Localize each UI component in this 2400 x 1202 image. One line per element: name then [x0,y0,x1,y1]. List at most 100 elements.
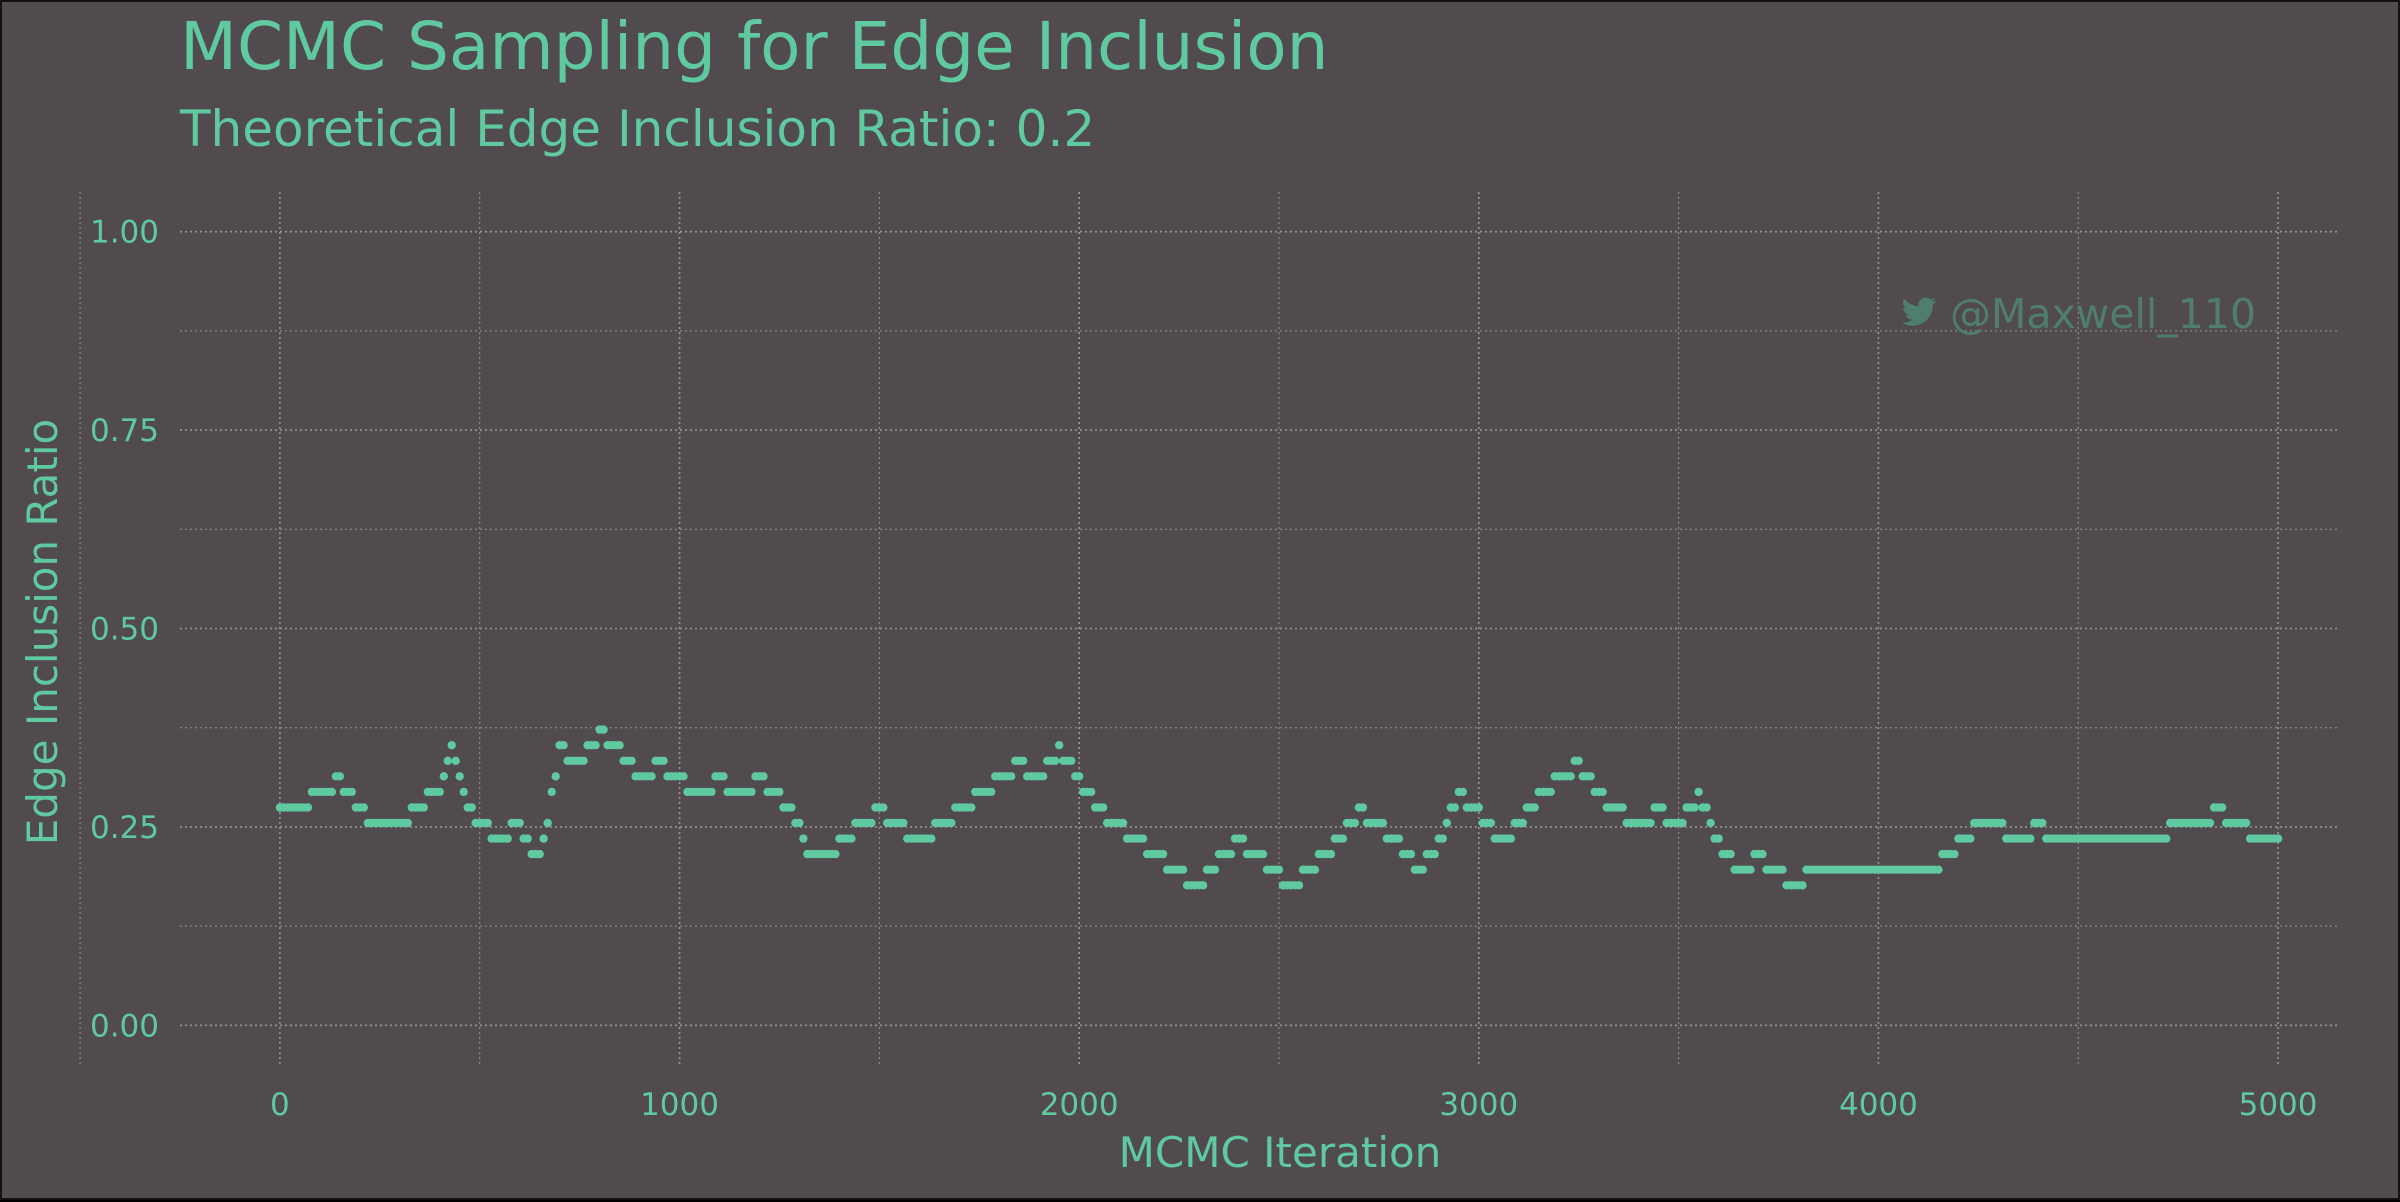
data-point [1746,865,1755,874]
data-point [799,834,808,843]
y-tick-label: 0.25 [90,810,159,846]
data-point [515,818,524,828]
data-point [1714,834,1723,843]
data-point [1598,787,1607,797]
data-point [2241,818,2251,828]
data-point [1486,818,1496,828]
data-point [403,818,412,828]
data-point [435,787,444,797]
data-point [1678,818,1687,828]
data-point [787,803,796,812]
data-point [523,834,532,843]
data-point [1458,787,1468,797]
data-point [1646,818,1655,828]
data-point [775,787,784,797]
data-point [1406,849,1416,859]
data-point [2205,818,2215,828]
x-tick-label: 0 [270,1087,290,1123]
data-point [1098,803,1108,812]
data-point [335,772,345,781]
data-point [1706,818,1715,828]
data-point [503,834,512,843]
data-point [1075,772,1084,781]
data-point [987,787,996,797]
data-point [1430,849,1440,859]
y-axis-title: Edge Inclusion Ratio [18,419,67,845]
data-point [1658,803,1667,812]
x-tick-label: 3000 [1439,1087,1518,1123]
data-point [1418,865,1428,874]
data-point [483,818,492,828]
data-point [1274,865,1284,874]
data-point [1934,865,1943,874]
data-point [2162,834,2171,843]
data-point [1210,865,1220,874]
data-point [591,741,600,750]
data-point [1238,834,1248,843]
data-point [547,787,556,797]
data-point [1966,834,1975,843]
data-point [1138,834,1148,843]
data-point [1051,756,1060,765]
watermark: @Maxwell_110 [1901,290,2256,338]
x-tick-label: 4000 [1839,1087,1918,1123]
data-point [1506,834,1516,843]
data-point [2038,818,2047,828]
x-tick-label: 2000 [1040,1087,1119,1123]
y-tick-label: 1.00 [90,215,159,251]
data-point [1007,772,1016,781]
y-tick-label: 0.00 [90,1008,159,1044]
data-point [2217,803,2227,812]
x-axis-title: MCMC Iteration [1119,1128,1442,1177]
data-point [1326,849,1336,859]
data-point [831,849,840,859]
data-point [947,818,956,828]
data-point [1394,834,1404,843]
data-point [899,818,908,828]
data-point [1310,865,1320,874]
y-tick-labels: 0.00 0.25 0.50 0.75 1.00 [90,215,159,1045]
data-point [747,787,756,797]
data-point [451,756,460,765]
data-point [1067,756,1076,765]
data-point [1702,803,1711,812]
data-point [599,725,608,734]
data-point [1690,803,1699,812]
data-point [455,772,464,781]
data-point [927,834,936,843]
data-point [679,772,688,781]
data-point [1758,849,1767,859]
watermark-handle: @Maxwell_110 [1950,290,2256,338]
data-point [327,787,337,797]
data-point [795,818,804,828]
data-point [967,803,976,812]
data-point [1338,834,1348,843]
twitter-bird-icon [1901,297,1937,326]
data-point [1726,849,1735,859]
data-point [1350,818,1360,828]
y-tick-label: 0.75 [90,413,159,449]
data-point [1226,849,1236,859]
data-point [439,772,448,781]
data-point [539,834,548,843]
data-point [707,787,716,797]
data-point [1294,881,1304,890]
data-point [1450,803,1460,812]
data-point [1378,818,1388,828]
data-point [1694,787,1703,797]
data-point [1778,865,1787,874]
data-point [1998,818,2007,828]
data-point [543,818,552,828]
data-point [535,849,544,859]
data-point [1798,881,1807,890]
data-point [559,741,568,750]
data-point [551,772,560,781]
data-points [275,725,2283,890]
data-point [447,741,456,750]
x-tick-label: 5000 [2239,1087,2318,1123]
data-point [615,741,624,750]
data-point [1118,818,1128,828]
data-point [1039,772,1048,781]
